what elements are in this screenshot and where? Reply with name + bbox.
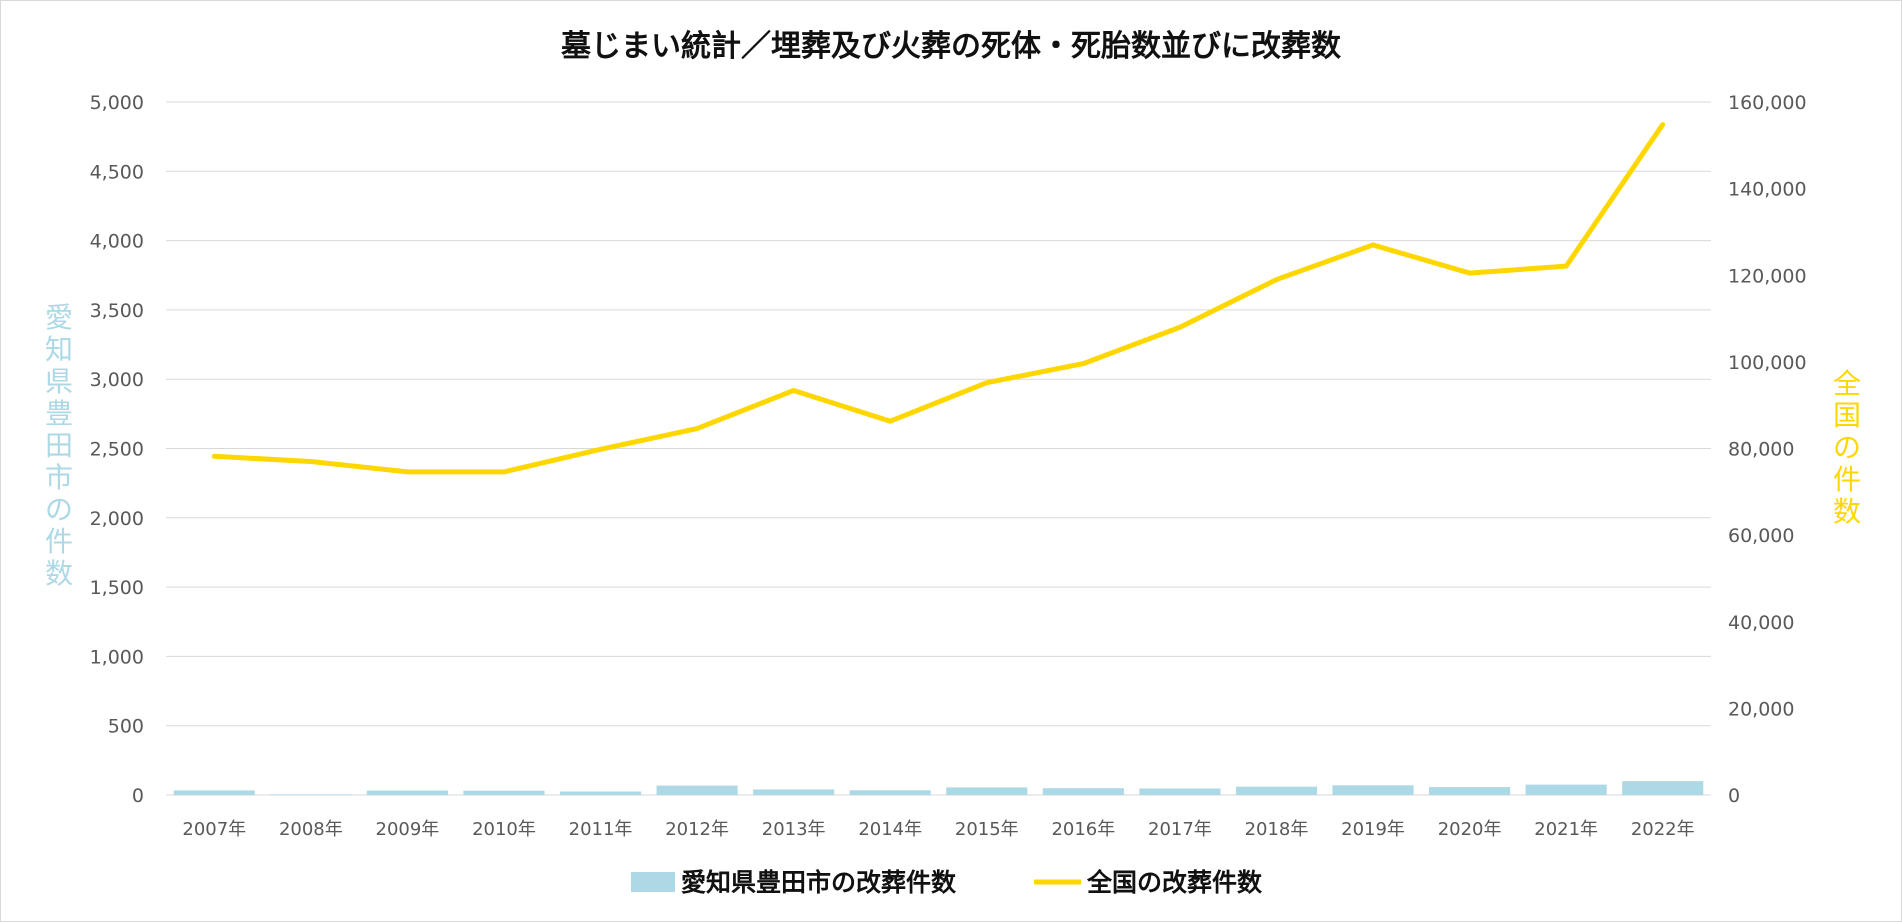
bar <box>366 790 448 795</box>
right-axis-title: 全国の件数 <box>1833 367 1861 528</box>
right-tick-label: 140,000 <box>1728 179 1807 201</box>
x-tick-label: 2016年 <box>1051 819 1115 840</box>
x-tick-label: 2022年 <box>1631 819 1695 840</box>
left-tick-label: 4,000 <box>90 231 144 253</box>
x-tick-label: 2021年 <box>1534 819 1598 840</box>
bar <box>559 791 642 795</box>
bar-series <box>173 781 1704 795</box>
x-tick-label: 2012年 <box>665 819 729 840</box>
bar <box>1139 788 1221 795</box>
right-tick-label: 120,000 <box>1728 265 1807 287</box>
x-tick-label: 2008年 <box>279 819 343 840</box>
line-series <box>211 122 1666 475</box>
left-tick-label: 4,500 <box>90 161 144 183</box>
left-tick-label: 3,000 <box>90 369 144 391</box>
x-tick-label: 2015年 <box>955 819 1019 840</box>
left-tick-label: 3,500 <box>90 300 144 322</box>
left-tick-label: 2,500 <box>90 439 144 461</box>
bar <box>270 794 352 795</box>
right-axis-title-text: 全国の件数 <box>1833 367 1861 528</box>
bar <box>753 789 835 795</box>
x-tick-label: 2007年 <box>182 819 246 840</box>
x-tick-label: 2020年 <box>1438 819 1502 840</box>
legend: 愛知県豊田市の改葬件数 全国の改葬件数 <box>631 868 1263 897</box>
bar <box>1042 788 1124 795</box>
bar <box>656 785 738 795</box>
bar <box>173 790 255 795</box>
bar <box>1429 787 1511 795</box>
left-axis-title-text: 愛知県豊田市の件数 <box>45 301 73 590</box>
x-tick-label: 2011年 <box>569 819 633 840</box>
bar <box>946 787 1028 795</box>
right-tick-label: 0 <box>1728 785 1740 807</box>
x-tick-label: 2014年 <box>858 819 922 840</box>
bar <box>463 790 545 795</box>
left-tick-label: 500 <box>108 716 144 738</box>
x-tick-label: 2019年 <box>1341 819 1405 840</box>
bar <box>849 790 931 795</box>
left-tick-label: 2,000 <box>90 508 144 530</box>
right-axis-ticks: 0 20,000 40,000 60,000 80,000 100,000 120,000 1… <box>1728 92 1807 807</box>
right-tick-label: 80,000 <box>1728 439 1794 461</box>
left-axis-title: 愛知県豊田市の件数 <box>45 301 73 590</box>
right-tick-label: 60,000 <box>1728 525 1794 547</box>
gridlines <box>166 101 1711 796</box>
x-tick-label: 2009年 <box>376 819 440 840</box>
x-tick-label: 2010年 <box>472 819 536 840</box>
left-tick-label: 1,000 <box>90 646 144 668</box>
bar <box>1622 781 1704 795</box>
legend-line-label: 全国の改葬件数 <box>1086 868 1263 897</box>
right-tick-label: 40,000 <box>1728 612 1794 634</box>
national-line <box>211 122 1666 475</box>
right-tick-label: 160,000 <box>1728 92 1807 114</box>
legend-bar-swatch <box>631 872 675 892</box>
right-tick-label: 100,000 <box>1728 352 1807 374</box>
left-tick-label: 5,000 <box>90 92 144 114</box>
x-tick-label: 2017年 <box>1148 819 1212 840</box>
x-tick-label: 2013年 <box>762 819 826 840</box>
x-tick-label: 2018年 <box>1245 819 1309 840</box>
x-axis-ticks: 2007年 2008年 2009年 2010年 2011年 2012年 2013年 2014年… <box>182 819 1694 840</box>
bar <box>1332 785 1414 795</box>
bar <box>1525 784 1607 795</box>
left-tick-label: 0 <box>132 785 144 807</box>
legend-bar-label: 愛知県豊田市の改葬件数 <box>681 868 957 897</box>
left-tick-label: 1,500 <box>90 577 144 599</box>
bar <box>1235 786 1318 795</box>
chart-title: 墓じまい統計／埋葬及び火葬の死体・死胎数並びに改葬数 <box>560 29 1342 64</box>
left-axis-ticks: 0 500 1,000 1,500 2,000 2,500 3,000 3,500 4,000 4… <box>90 92 144 807</box>
right-tick-label: 20,000 <box>1728 698 1794 720</box>
